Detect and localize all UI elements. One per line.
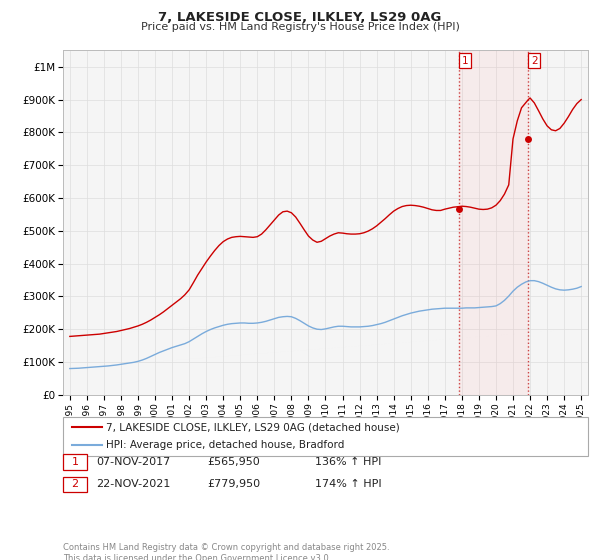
- Text: Contains HM Land Registry data © Crown copyright and database right 2025.
This d: Contains HM Land Registry data © Crown c…: [63, 543, 389, 560]
- Text: 7, LAKESIDE CLOSE, ILKLEY, LS29 0AG: 7, LAKESIDE CLOSE, ILKLEY, LS29 0AG: [158, 11, 442, 24]
- Text: 7, LAKESIDE CLOSE, ILKLEY, LS29 0AG (detached house): 7, LAKESIDE CLOSE, ILKLEY, LS29 0AG (det…: [106, 422, 400, 432]
- Text: £779,950: £779,950: [207, 479, 260, 489]
- Text: HPI: Average price, detached house, Bradford: HPI: Average price, detached house, Brad…: [106, 440, 344, 450]
- Text: 22-NOV-2021: 22-NOV-2021: [96, 479, 170, 489]
- Text: 136% ↑ HPI: 136% ↑ HPI: [315, 457, 382, 467]
- Text: 1: 1: [462, 55, 469, 66]
- Text: 2: 2: [71, 479, 79, 489]
- Bar: [460, 50, 529, 395]
- Text: 2: 2: [531, 55, 538, 66]
- Text: Price paid vs. HM Land Registry's House Price Index (HPI): Price paid vs. HM Land Registry's House …: [140, 22, 460, 32]
- Text: 1: 1: [71, 457, 79, 467]
- Text: 07-NOV-2017: 07-NOV-2017: [96, 457, 170, 467]
- Text: £565,950: £565,950: [207, 457, 260, 467]
- Text: 174% ↑ HPI: 174% ↑ HPI: [315, 479, 382, 489]
